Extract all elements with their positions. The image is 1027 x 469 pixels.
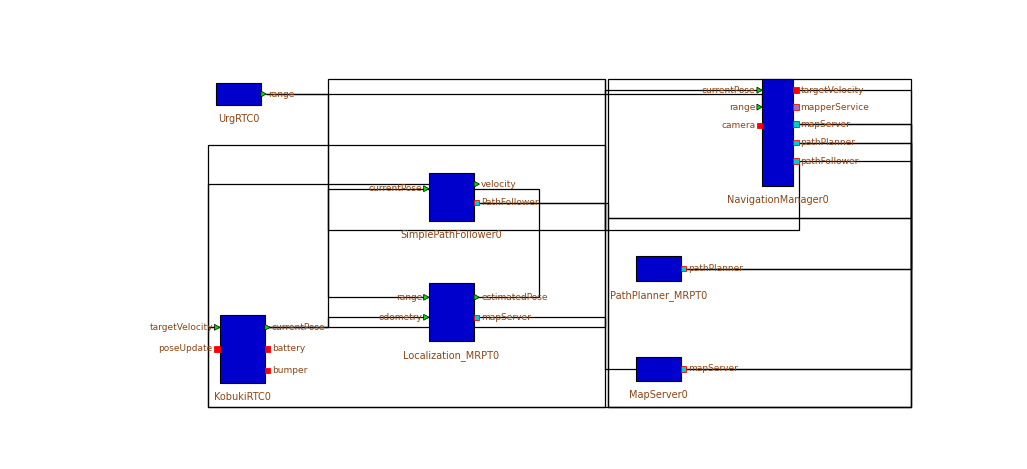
Polygon shape <box>261 91 266 97</box>
Text: Localization_MRPT0: Localization_MRPT0 <box>404 350 499 361</box>
Bar <box>474 200 480 205</box>
Bar <box>793 105 799 110</box>
Polygon shape <box>757 104 762 110</box>
Bar <box>793 159 799 164</box>
Bar <box>757 123 762 129</box>
Bar <box>265 346 270 352</box>
Text: estimatedPose: estimatedPose <box>481 293 547 302</box>
Text: camera: camera <box>721 121 755 130</box>
Bar <box>220 315 265 383</box>
Bar <box>793 121 799 127</box>
Text: targetVelocity: targetVelocity <box>800 86 864 95</box>
Text: odometry: odometry <box>378 313 422 322</box>
Text: pathFollower: pathFollower <box>800 157 859 166</box>
Text: mapServer: mapServer <box>481 313 531 322</box>
Text: MapServer0: MapServer0 <box>630 391 688 401</box>
Text: mapperService: mapperService <box>800 103 869 112</box>
Text: velocity: velocity <box>481 180 517 189</box>
Bar <box>215 346 220 352</box>
Bar <box>793 87 799 93</box>
Bar <box>636 356 681 381</box>
Text: pathPlanner: pathPlanner <box>800 138 855 147</box>
Text: range: range <box>268 90 295 98</box>
Bar <box>208 145 605 407</box>
Polygon shape <box>474 295 480 300</box>
Text: PathPlanner_MRPT0: PathPlanner_MRPT0 <box>610 290 708 301</box>
Text: currentPose: currentPose <box>272 323 326 332</box>
Text: battery: battery <box>272 344 305 353</box>
Text: currentPose: currentPose <box>701 86 755 95</box>
Polygon shape <box>424 314 429 320</box>
Polygon shape <box>757 87 762 93</box>
Bar <box>681 366 686 371</box>
Text: bumper: bumper <box>272 366 307 375</box>
Bar <box>608 79 911 218</box>
Text: PathFollower: PathFollower <box>481 198 538 207</box>
Text: currentPose: currentPose <box>369 184 422 193</box>
Polygon shape <box>265 325 270 330</box>
Text: SimplePathFollower0: SimplePathFollower0 <box>401 230 502 240</box>
Polygon shape <box>474 181 480 187</box>
Text: targetVelocity: targetVelocity <box>149 323 213 332</box>
Bar <box>608 218 911 407</box>
Polygon shape <box>215 325 220 330</box>
Bar <box>681 266 686 272</box>
Text: UrgRTC0: UrgRTC0 <box>218 114 259 124</box>
Bar <box>216 83 261 105</box>
Bar <box>793 140 799 145</box>
Bar <box>429 174 474 221</box>
Text: range: range <box>729 103 755 112</box>
Text: KobukiRTC0: KobukiRTC0 <box>214 392 271 402</box>
Text: range: range <box>395 293 422 302</box>
Bar <box>265 368 270 373</box>
Text: NavigationManager0: NavigationManager0 <box>727 195 829 205</box>
Bar <box>636 257 681 281</box>
Bar <box>329 79 605 229</box>
Bar <box>429 283 474 341</box>
Text: mapServer: mapServer <box>800 120 850 129</box>
Text: mapServer: mapServer <box>688 364 737 373</box>
Text: pathPlanner: pathPlanner <box>688 265 743 273</box>
Polygon shape <box>424 295 429 300</box>
Polygon shape <box>424 186 429 192</box>
Bar <box>762 79 793 186</box>
Text: poseUpdate: poseUpdate <box>158 344 213 353</box>
Bar <box>474 315 480 320</box>
